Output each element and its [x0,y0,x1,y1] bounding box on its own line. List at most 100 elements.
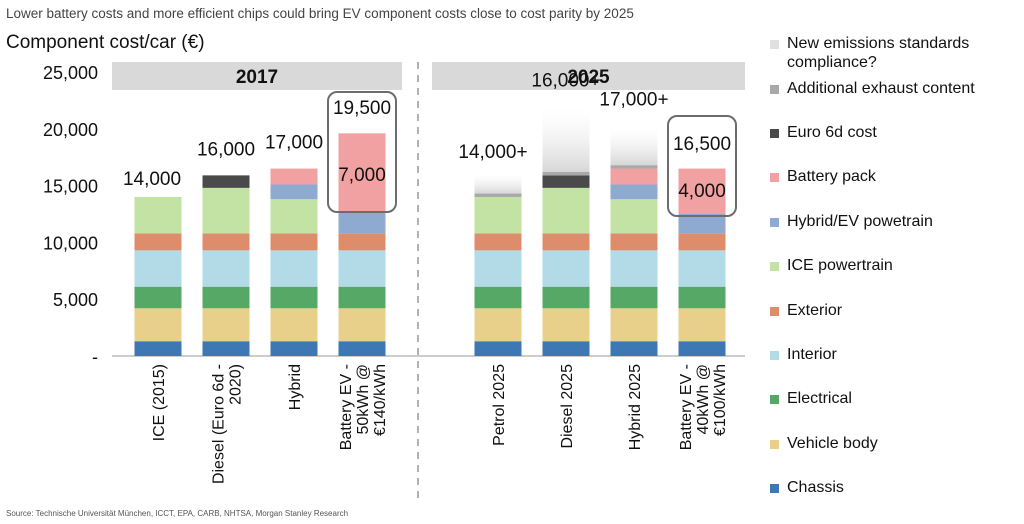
bar-segment-ice-powertrain [270,199,318,234]
bar-segment-battery-pack [610,168,658,185]
category-label-diesel-euro-6d-2020: Diesel (Euro 6d -2020) [211,364,245,484]
legend-swatch [770,40,779,49]
bar-segment-additional-exhaust-content [474,193,522,197]
bar-segment-battery-pack [270,168,318,185]
y-tick-label: 5,000 [53,290,98,310]
bar-segment-exterior [542,233,590,251]
total-label: 17,000 [265,133,323,154]
group-header-band [112,62,402,90]
y-tick-label: 15,000 [43,177,98,197]
bar-segment-chassis [678,341,726,356]
bar-segment-exterior [610,233,658,251]
legend-label: Exterior [787,302,843,319]
legend-item-interior: Interior [770,345,1012,364]
bar-segment-interior [474,250,522,287]
bar-segment-interior [678,250,726,287]
legend-item-chassis: Chassis [770,478,1012,497]
bar-segment-exterior [134,233,182,251]
legend-item-ice-powertrain: ICE powertrain [770,256,1012,275]
bar-segment-electrical [202,286,250,309]
legend-swatch [770,395,779,404]
legend-swatch [770,129,779,138]
bar-segment-ice-powertrain [610,199,658,234]
bar-segment-additional-exhaust-content [610,165,658,169]
legend-swatch [770,440,779,449]
bar-segment-battery-pack [338,133,386,213]
bar-segment-chassis [134,341,182,356]
total-label: 19,500 [333,98,391,119]
bar-segment-electrical [270,286,318,309]
total-label: 14,000 [123,169,181,190]
bar-segment-exterior [474,233,522,251]
legend-label: Chassis [787,479,844,496]
legend-label: Electrical [787,390,852,407]
bar-segment-interior [134,250,182,287]
bar-segment-electrical [474,286,522,309]
group-header-2017: 2017 [236,67,278,88]
bar-segment-interior [338,250,386,287]
bar-segment-new-emissions-standards-compliance [542,108,590,172]
bar-segment-exterior [678,233,726,251]
bar-segment-exterior [202,233,250,251]
category-label-battery-ev-40kwh-100-kwh: Battery EV -40kWh @€100/kWh [678,364,729,450]
legend-label: Euro 6d cost [787,124,877,141]
highlight-box [327,91,397,213]
group-header-2025: 2025 [567,67,610,88]
bar-segment-exterior [270,233,318,251]
legend-swatch [770,262,779,271]
legend-label: New emissions standards compliance? [787,35,970,71]
legend-swatch [770,218,779,227]
legend-swatch [770,307,779,316]
bar-segment-hybrid-ev-powetrain [678,214,726,234]
legend-label: Hybrid/EV powetrain [787,213,933,230]
y-tick-label: 10,000 [43,233,98,253]
total-label: 17,000+ [599,90,668,111]
legend-item-battery-pack: Battery pack [770,167,1012,186]
category-label-hybrid: Hybrid [287,364,304,410]
bar-segment-vehicle-body [474,308,522,342]
source-note: Source: Technische Universität München, … [6,509,349,518]
legend-label: ICE powertrain [787,257,893,274]
bar-segment-hybrid-ev-powetrain [270,184,318,200]
bar-segment-interior [610,250,658,287]
legend-swatch [770,85,779,94]
bar-segment-chassis [542,341,590,356]
bar-segment-ice-powertrain [202,187,250,234]
bar-segment-electrical [610,286,658,309]
highlight-box [667,115,737,217]
y-tick-label: 25,000 [43,63,98,83]
legend-item-exterior: Exterior [770,301,1012,320]
legend-item-additional-exhaust-content: Additional exhaust content [770,79,1012,98]
legend-item-euro-6d-cost: Euro 6d cost [770,123,1012,142]
y-tick-label: 20,000 [43,120,98,140]
total-label: 14,000+ [458,142,527,163]
bar-segment-chassis [610,341,658,356]
legend-label: Interior [787,346,837,363]
bar-segment-vehicle-body [202,308,250,342]
bar-segment-electrical [542,286,590,309]
bar-segment-ice-powertrain [134,196,182,234]
battery-pack-value-label: 7,000 [338,165,386,186]
total-label: 16,000+ [531,70,600,91]
y-tick-label: - [92,347,98,367]
category-label-ice-2015: ICE (2015) [151,364,168,441]
y-axis-title: Component cost/car (€) [6,32,205,53]
legend-item-new-emissions-standards-compliance: New emissions standards compliance? [770,34,1012,72]
legend-item-vehicle-body: Vehicle body [770,434,1012,453]
bar-segment-euro-6d-cost [542,175,590,188]
bar-segment-vehicle-body [134,308,182,342]
bar-segment-ice-powertrain [542,187,590,234]
bar-segment-euro-6d-cost [202,175,250,188]
bar-segment-electrical [678,286,726,309]
bar-segment-hybrid-ev-powetrain [610,184,658,200]
category-label-hybrid-2025: Hybrid 2025 [627,364,644,450]
bar-segment-chassis [202,341,250,356]
chart-headline: Lower battery costs and more efficient c… [6,6,634,21]
bar-segment-interior [270,250,318,287]
group-header-band [432,62,745,90]
bar-segment-electrical [134,286,182,309]
bar-segment-chassis [474,341,522,356]
legend-label: Vehicle body [787,435,878,452]
bar-segment-vehicle-body [338,308,386,342]
bar-segment-interior [542,250,590,287]
